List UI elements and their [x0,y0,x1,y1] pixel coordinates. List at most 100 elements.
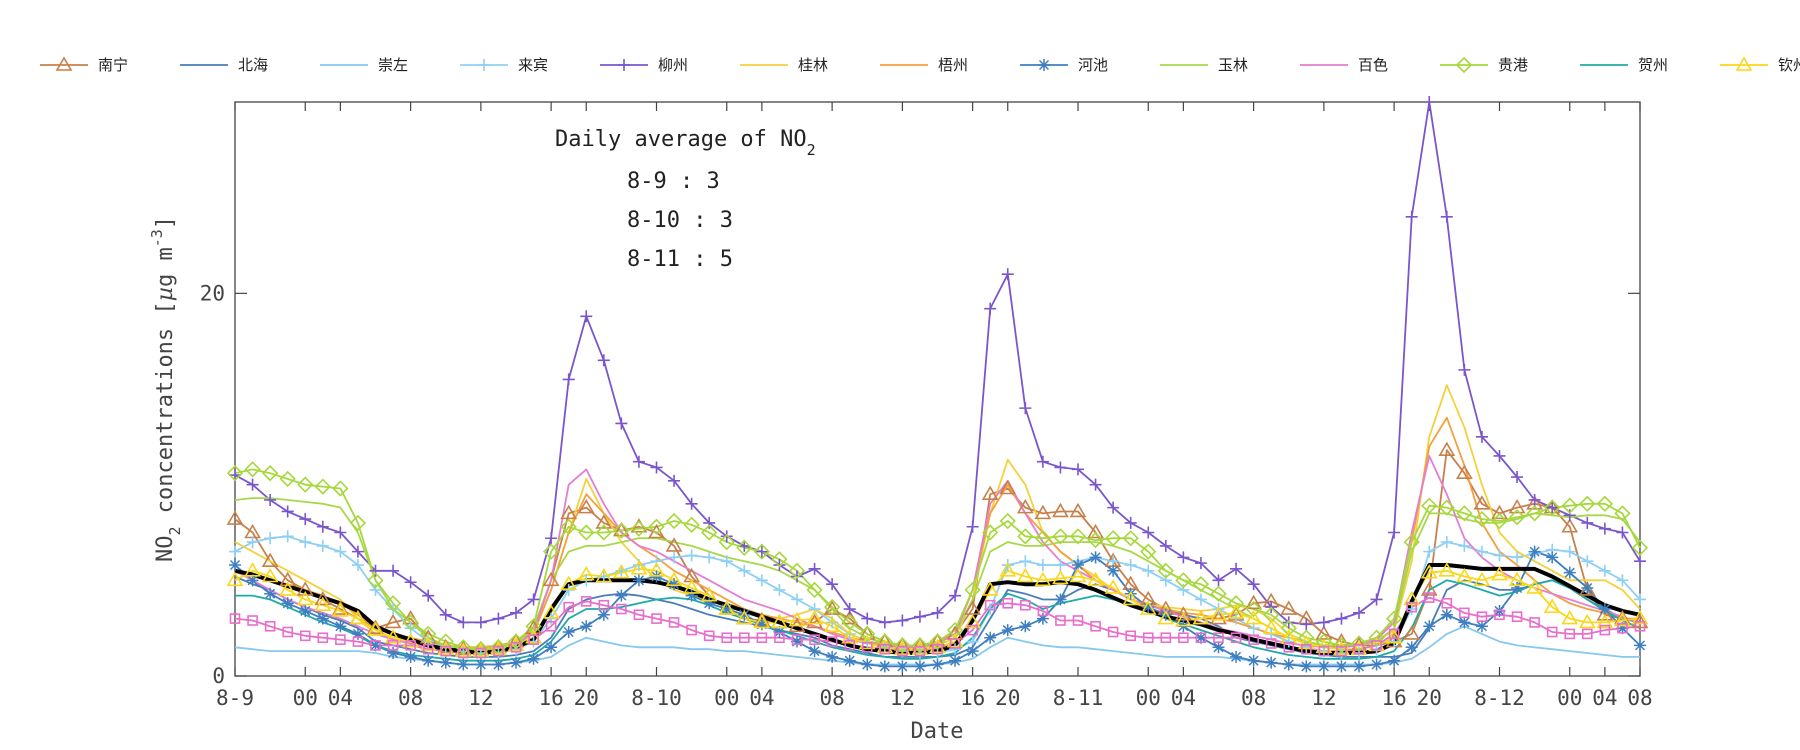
series-marker-10 [314,478,331,495]
series-marker-10 [1227,595,1245,612]
series-marker-13 [580,596,592,607]
series-marker-10 [1508,509,1526,526]
series-marker-7 [896,660,909,673]
x-tick-label: 08 [1241,686,1266,710]
series-marker-7 [843,654,856,667]
series-marker-13 [1248,634,1259,645]
series-marker-13 [1213,632,1224,644]
series-marker-3 [1019,555,1032,568]
x-tick-label: 12 [1311,686,1336,710]
x-tick-label: 16 [538,686,563,710]
series-marker-12 [964,613,982,629]
series-marker-12 [1420,564,1438,579]
series-marker-10 [1526,505,1543,522]
series-marker-7 [1581,581,1594,594]
series-marker-7 [1388,654,1401,667]
legend-item: 贵港 [1440,56,1528,74]
series-marker-4 [1089,478,1102,491]
series-marker-0 [929,632,946,648]
x-tick-label: 20 [1417,686,1442,710]
series-marker-12 [1561,610,1579,625]
series-marker-13 [1406,601,1417,613]
series-marker-4 [246,478,259,491]
series-marker-0 [226,510,244,525]
legend-label: 玉林 [1218,56,1248,74]
x-tick-label: 00 [293,686,318,710]
x-tick-label: 04 [1171,686,1196,710]
legend-label: 贺州 [1638,56,1668,74]
series-marker-10 [982,524,999,541]
series-marker-12 [1034,571,1052,587]
series-marker-3 [1440,536,1453,549]
series-marker-10 [1245,600,1262,618]
series-marker-12 [1385,629,1403,644]
series-marker-7 [1546,551,1559,564]
series-marker-12 [244,562,261,577]
x-tick-label: 8-9 [216,686,254,710]
legend-label: 河池 [1078,56,1108,74]
series-marker-7 [351,627,364,640]
series-marker-12 [1473,571,1491,587]
x-tick-label: 04 [1592,686,1617,710]
series-marker-0 [595,514,613,529]
x-tick-label: 8-12 [1474,686,1525,710]
daily-average-annotation: Daily average of NO2 8-9 : 3 8-10 : 3 8-11 … [555,127,816,272]
series-marker-4 [1546,501,1559,514]
series-marker-12 [1139,600,1157,615]
series-marker-10 [1210,585,1227,602]
series-marker-4 [264,493,277,506]
series-marker-7 [1511,581,1524,594]
series-marker-12 [911,640,929,656]
series-marker-10 [297,476,314,493]
series-marker-10 [542,543,560,560]
series-marker-4 [966,520,979,533]
series-marker-7 [334,620,347,633]
series-marker-7 [1230,650,1243,663]
series-marker-3 [685,549,698,562]
annotation-title: Daily average of NO2 [555,127,816,159]
legend-label: 百色 [1358,56,1388,74]
series-marker-12 [893,640,911,656]
series-marker-4 [1353,606,1365,619]
legend-label: 来宾 [518,56,548,74]
series-marker-4 [1072,463,1084,476]
series-marker-0 [296,581,314,596]
series-marker-4 [316,520,329,533]
series-marker-7 [1405,641,1418,654]
x-tick-label: 04 [328,686,353,710]
series-marker-0 [665,537,683,552]
series-marker-13 [1178,632,1189,644]
series-marker-3 [351,559,364,572]
series-marker-10 [859,625,876,643]
series-marker-0 [1596,606,1614,621]
x-axis-title: Date [911,719,964,744]
series-marker-13 [1511,611,1523,622]
series-marker-4 [1212,574,1225,587]
series-marker-0 [1174,606,1192,621]
legend-label: 北海 [238,56,268,74]
series-marker-4 [720,530,733,543]
series-marker-4 [1563,509,1576,522]
series-marker-7 [492,658,505,671]
series-marker-3 [703,551,716,564]
series-marker-7 [281,597,294,610]
series-marker-4 [351,545,364,558]
series-marker-13 [1002,597,1014,609]
series-marker-12 [946,632,964,648]
series-marker-3 [229,545,241,558]
series-marker-13 [1195,632,1207,644]
series-marker-0 [577,499,595,514]
series-marker-7 [703,597,716,610]
series-marker-3 [369,583,382,596]
x-tick-label: 8-11 [1053,686,1104,710]
series-marker-12 [806,610,823,625]
series-marker-10 [560,518,577,535]
series-marker-12 [560,575,578,590]
series-marker-7 [1107,564,1120,577]
series-marker-7 [1247,654,1260,667]
series-marker-0 [1455,464,1473,479]
series-marker-12 [753,613,771,629]
series-marker-4 [685,497,698,510]
series-marker-12 [577,566,595,581]
legend-marker [618,59,630,71]
